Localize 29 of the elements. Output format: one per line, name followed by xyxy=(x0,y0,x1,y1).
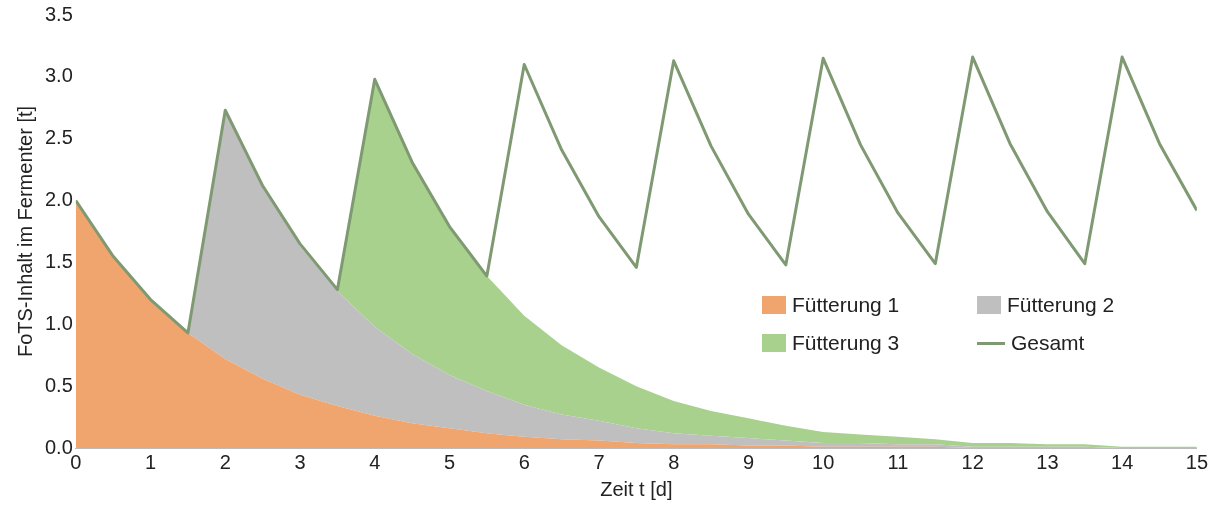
x-tick-label: 5 xyxy=(443,450,456,473)
legend-label: Gesamt xyxy=(1010,331,1085,356)
x-tick-label: 13 xyxy=(1036,450,1059,473)
x-tick-label: 9 xyxy=(742,450,755,473)
y-axis-title: FoTS-Inhalt im Fermenter [t] xyxy=(13,105,36,358)
y-tick-label: 3.0 xyxy=(44,64,73,87)
y-tick-label: 1.0 xyxy=(44,311,73,334)
x-tick-label: 3 xyxy=(294,450,306,473)
x-tick-label: 2 xyxy=(219,450,231,473)
x-tick-label: 6 xyxy=(518,450,530,473)
x-tick-label: 12 xyxy=(961,450,984,473)
legend-label: Fütterung 3 xyxy=(791,331,900,356)
x-tick-label: 4 xyxy=(369,450,381,473)
y-tick-label: 2.5 xyxy=(44,126,73,149)
y-tick-label: 0.0 xyxy=(44,435,73,458)
x-tick-label: 1 xyxy=(144,450,157,473)
x-tick-label: 15 xyxy=(1185,450,1208,473)
y-tick-label: 3.5 xyxy=(44,2,73,25)
y-tick-label: 0.5 xyxy=(44,373,73,396)
x-tick-label: 11 xyxy=(887,450,909,473)
y-tick-label: 1.5 xyxy=(44,249,73,272)
x-axis-title: Zeit t [d] xyxy=(600,477,673,500)
x-tick-label: 10 xyxy=(812,450,835,473)
x-tick-label: 14 xyxy=(1111,450,1134,473)
x-tick-label: 7 xyxy=(593,450,605,473)
legend-label: Fütterung 1 xyxy=(791,293,900,318)
x-tick-label: 8 xyxy=(668,450,680,473)
legend-label: Fütterung 2 xyxy=(1006,293,1115,318)
y-tick-label: 2.0 xyxy=(44,188,73,211)
